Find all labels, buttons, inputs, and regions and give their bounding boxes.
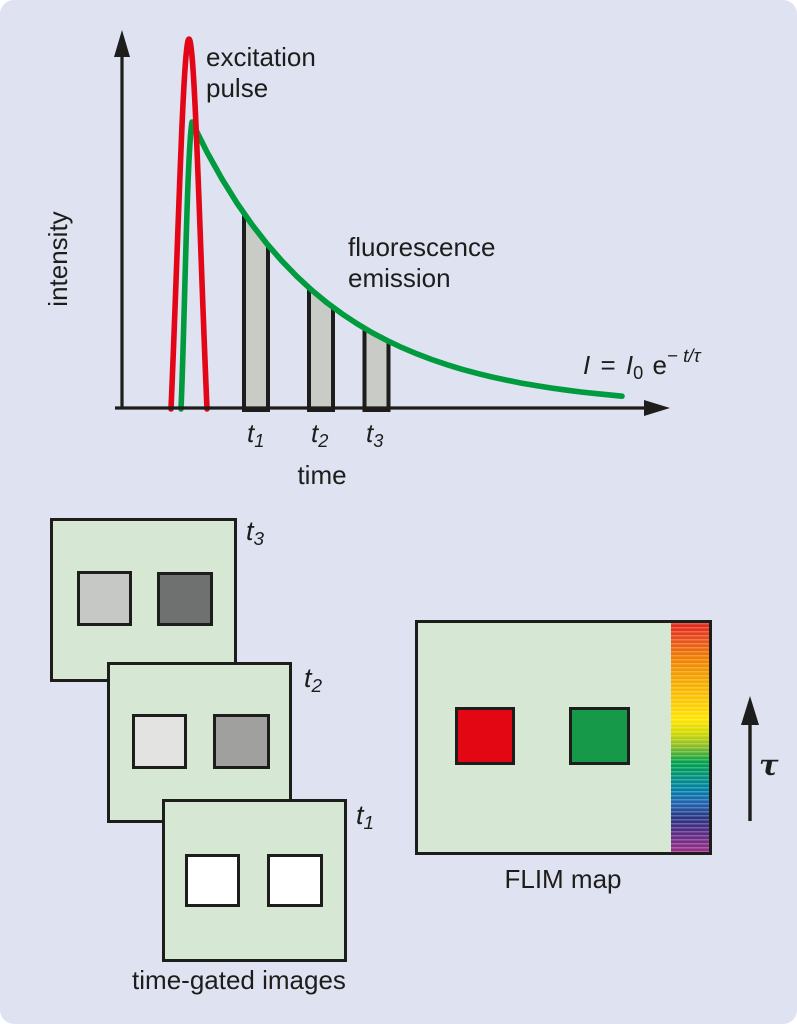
- y-axis-label-text: intensity: [43, 211, 73, 307]
- gate-t2-sub: 2: [318, 430, 329, 451]
- y-axis-arrowhead: [114, 30, 130, 57]
- formula-exponent: − t/τ: [666, 345, 701, 367]
- panel-t2-sub: 2: [311, 675, 323, 697]
- time-gated-caption: time-gated images: [99, 965, 379, 996]
- gate-bar-t2: [307, 138, 335, 412]
- x-axis-label: time: [282, 460, 362, 491]
- gate-bar-t1: [242, 138, 270, 412]
- panel-t3-base: t: [246, 516, 254, 546]
- panel-label-t2: t2: [304, 663, 323, 697]
- emission-label-line2: emission: [348, 263, 451, 293]
- t2-sample-square-left: [132, 714, 187, 769]
- time-gated-panel-t1: [162, 799, 347, 962]
- t2-sample-square-right: [213, 714, 270, 769]
- gate-t1-base: t: [247, 418, 255, 448]
- x-axis-label-text: time: [297, 460, 347, 490]
- excitation-label-line1: excitation: [206, 42, 316, 72]
- panel-label-t1: t1: [356, 800, 375, 834]
- formula-I: I: [583, 350, 591, 380]
- formula-equals: =: [600, 350, 616, 380]
- flim-square-short-lifetime: [455, 707, 515, 765]
- t3-sample-square-right: [157, 572, 213, 626]
- flim-map-panel: [415, 620, 712, 855]
- panel-t2-base: t: [304, 663, 312, 693]
- time-gated-panel-t2: [107, 662, 292, 823]
- excitation-label-line2: pulse: [206, 73, 269, 103]
- formula-I0: I: [625, 350, 634, 380]
- flim-map-caption: FLIM map: [463, 864, 663, 895]
- tau-label-text: τ: [759, 748, 779, 782]
- panel-label-t3: t3: [246, 516, 265, 550]
- panel-t3-sub: 3: [253, 528, 265, 550]
- flim-square-long-lifetime: [569, 707, 630, 765]
- emission-curve: [178, 119, 625, 412]
- excitation-curve: [168, 36, 210, 412]
- x-axis-arrowhead: [644, 400, 670, 416]
- gate-t1-sub: 1: [254, 430, 265, 451]
- panel-t1-base: t: [356, 800, 364, 830]
- excitation-pulse-label: excitation pulse: [206, 42, 316, 104]
- tau-arrow-head: [741, 696, 759, 725]
- fluorescence-emission-label: fluorescence emission: [348, 232, 495, 294]
- formula-I0-subscript: 0: [633, 362, 644, 383]
- t3-sample-square-left: [77, 571, 132, 626]
- gate-t2-base: t: [311, 418, 319, 448]
- panel-t1-sub: 1: [363, 812, 375, 834]
- formula-e: e: [652, 350, 667, 380]
- t1-sample-square-right: [267, 854, 323, 907]
- flim-map-caption-text: FLIM map: [504, 864, 622, 894]
- t1-sample-square-left: [185, 854, 240, 907]
- gate-label-t3: t3: [366, 418, 383, 452]
- time-gated-caption-text: time-gated images: [132, 965, 346, 995]
- tau-arrow: [741, 696, 759, 821]
- emission-label-line1: fluorescence: [348, 232, 496, 262]
- gate-t3-base: t: [366, 418, 374, 448]
- decay-chart: [114, 30, 670, 416]
- gate-t3-sub: 3: [373, 430, 384, 451]
- decay-formula: I = I0 e− t/τ: [583, 345, 700, 384]
- tau-label: τ: [759, 748, 779, 782]
- colorbar: [671, 623, 709, 852]
- gate-label-t1: t1: [247, 418, 264, 452]
- time-gated-panel-t3: [50, 518, 237, 682]
- y-axis-label: intensity: [43, 161, 73, 357]
- gate-label-t2: t2: [311, 418, 328, 452]
